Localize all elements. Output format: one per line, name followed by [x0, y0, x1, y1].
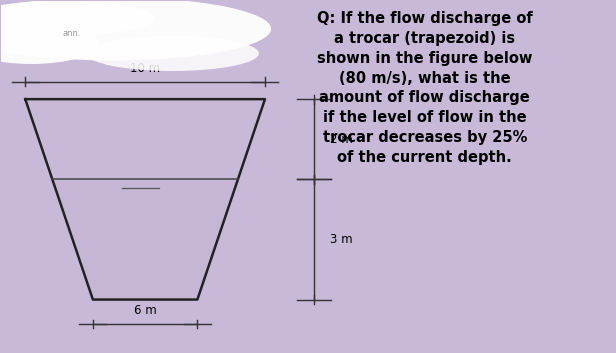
Text: 2 m: 2 m [330, 133, 352, 146]
Text: 3 m: 3 m [330, 233, 352, 246]
Ellipse shape [0, 22, 99, 64]
Ellipse shape [87, 36, 259, 71]
Text: 6 m: 6 m [134, 304, 156, 317]
Ellipse shape [0, 1, 155, 36]
Ellipse shape [0, 0, 271, 60]
Text: ann.: ann. [62, 29, 81, 38]
Text: 10 m: 10 m [130, 61, 160, 74]
Polygon shape [52, 179, 238, 300]
Text: Q: If the flow discharge of
a trocar (trapezoid) is
shown in the figure below
(8: Q: If the flow discharge of a trocar (tr… [317, 11, 533, 165]
